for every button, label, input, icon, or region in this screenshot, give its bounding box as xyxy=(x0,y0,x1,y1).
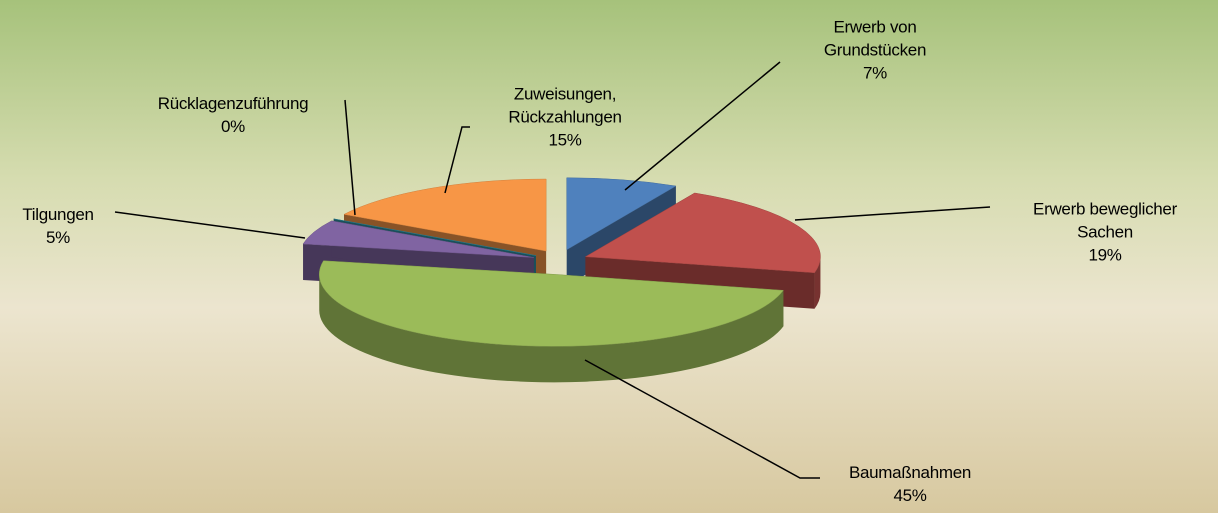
category-name: Rücklagenzuführung xyxy=(157,94,309,113)
slice-side xyxy=(319,274,784,383)
slice-top xyxy=(566,177,677,251)
slice-label: Zuweisungen, Rückzahlungen 15% xyxy=(475,83,655,152)
value-label: 19% xyxy=(1088,245,1122,265)
slice-top xyxy=(319,260,784,347)
slice-label: Erwerb beweglicher Sachen 19% xyxy=(1005,198,1205,267)
slice-label: Baumaßnahmen 45% xyxy=(820,461,1000,507)
slice-top xyxy=(584,192,821,274)
category-name: Erwerb beweglicher Sachen xyxy=(1033,199,1177,242)
category-name: Erwerb von Grundstücken xyxy=(823,17,927,60)
leader-line xyxy=(584,359,820,479)
category-name: Zuweisungen, Rückzahlungen xyxy=(508,84,622,127)
slice-side xyxy=(814,256,821,309)
category-name: Tilgungen xyxy=(22,205,94,224)
leader-line xyxy=(344,99,356,216)
slice-label: Tilgungen 5% xyxy=(3,203,113,249)
slice-top xyxy=(302,220,534,258)
leader-line xyxy=(624,61,781,191)
leader-line xyxy=(114,211,306,239)
slice-label: Erwerb von Grundstücken 7% xyxy=(790,16,960,85)
value-label: 15% xyxy=(548,130,582,150)
value-label: 45% xyxy=(893,486,927,505)
slice-top xyxy=(333,218,536,256)
value-label: 7% xyxy=(863,63,887,83)
category-name: Baumaßnahmen xyxy=(848,463,972,482)
slice-top xyxy=(343,178,547,252)
value-label: 0% xyxy=(221,117,245,136)
value-label: 5% xyxy=(46,228,70,247)
leader-line xyxy=(444,126,470,194)
leader-line xyxy=(794,206,991,221)
slice-label: Rücklagenzuführung 0% xyxy=(123,92,343,138)
